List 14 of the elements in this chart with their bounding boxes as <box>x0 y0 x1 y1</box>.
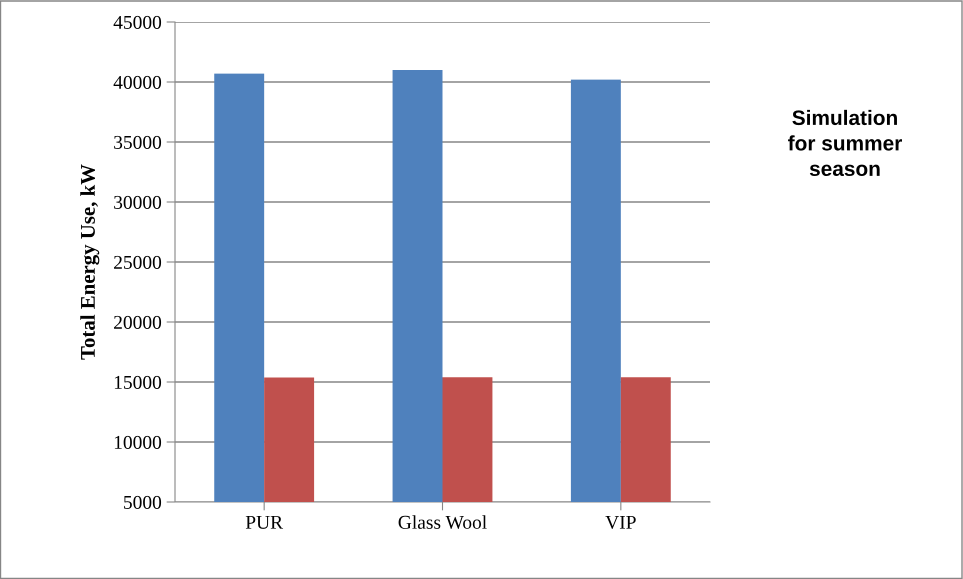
y-tick-label: 35000 <box>114 136 162 149</box>
text: Simulation for summer season <box>788 110 902 176</box>
y-tick-label: 20000 <box>114 316 162 329</box>
y-tick-label: 45000 <box>114 16 162 29</box>
y-tick-label: 15000 <box>114 376 162 389</box>
x-tick-label: VIP <box>605 516 636 529</box>
x-tick-label: Glass Wool <box>398 515 487 529</box>
y-tick-label: 10000 <box>114 436 162 449</box>
y-tick-label: 40000 <box>114 76 162 89</box>
y-tick-label: 25000 <box>114 256 162 269</box>
y-tick-label: 5000 <box>124 496 162 509</box>
y-tick-label: 30000 <box>114 196 162 209</box>
y-axis-title: Total Energy Use, kW <box>80 164 100 360</box>
x-tick-label: PUR <box>246 516 284 529</box>
